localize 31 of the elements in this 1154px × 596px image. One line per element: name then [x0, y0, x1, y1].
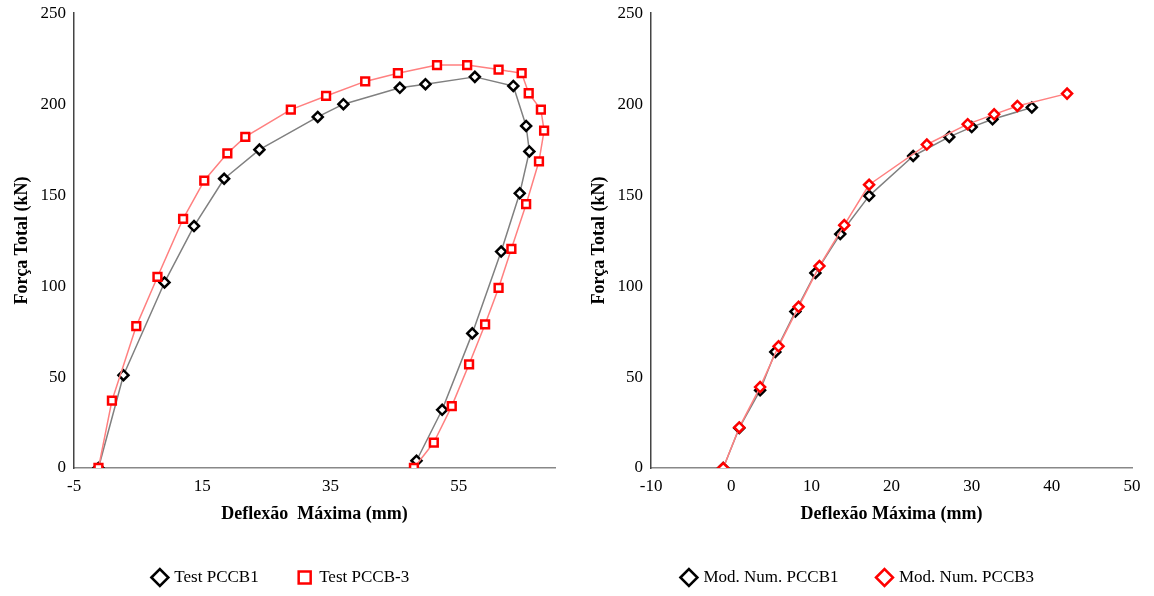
y-axis-title: Força Total (kN) — [588, 176, 610, 305]
y-tick-label: 250 — [617, 2, 644, 22]
y-tick-label: 150 — [617, 184, 644, 204]
x-tick-label: 35 — [322, 475, 340, 495]
y-tick-label: 100 — [617, 275, 644, 295]
y-tick-label: 250 — [40, 2, 67, 22]
x-tick-label: 30 — [963, 475, 981, 495]
x-axis-title: Deflexão Máxima (mm) — [221, 502, 408, 524]
y-tick-label: 50 — [49, 366, 67, 386]
legend-label: Test PCCB1 — [174, 566, 259, 586]
x-tick-label: 20 — [883, 475, 901, 495]
y-tick-label: 100 — [40, 275, 67, 295]
y-tick-label: 0 — [634, 457, 644, 477]
x-tick-label: 55 — [450, 475, 468, 495]
x-tick-label: -10 — [639, 475, 663, 495]
y-tick-label: 200 — [617, 93, 644, 113]
y-tick-label: 0 — [57, 457, 67, 477]
x-tick-label: 0 — [727, 475, 736, 495]
legend-label: Test PCCB-3 — [319, 566, 410, 586]
y-tick-label: 200 — [40, 93, 67, 113]
y-axis-title: Força Total (kN) — [11, 176, 33, 305]
x-tick-label: -5 — [67, 475, 82, 495]
legend-label: Mod. Num. PCCB1 — [703, 566, 839, 586]
legend-label: Mod. Num. PCCB3 — [899, 566, 1035, 586]
y-tick-label: 150 — [40, 184, 67, 204]
x-tick-label: 10 — [802, 475, 820, 495]
x-tick-label: 50 — [1123, 475, 1141, 495]
x-axis-title: Deflexão Máxima (mm) — [800, 502, 983, 524]
y-tick-label: 50 — [626, 366, 644, 386]
x-tick-label: 15 — [193, 475, 211, 495]
x-tick-label: 40 — [1043, 475, 1061, 495]
